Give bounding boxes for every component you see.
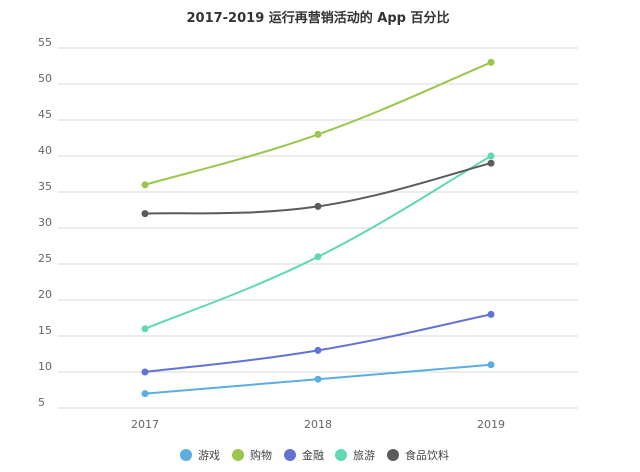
data-point — [487, 152, 495, 160]
y-tick-label: 5 — [38, 396, 45, 409]
data-point — [141, 325, 149, 333]
legend-marker — [232, 449, 244, 461]
y-tick-label: 45 — [38, 108, 52, 121]
series-2 — [141, 310, 495, 376]
y-tick-label: 20 — [38, 288, 52, 301]
series-3 — [141, 152, 495, 333]
legend-label: 旅游 — [353, 448, 375, 462]
legend-item: 游戏 — [180, 449, 220, 462]
data-point — [487, 58, 495, 66]
data-point — [314, 130, 322, 138]
grid-lines — [58, 47, 578, 409]
series-0 — [141, 361, 495, 398]
legend-item: 旅游 — [335, 448, 375, 462]
y-tick-label: 15 — [38, 324, 52, 337]
legend-label: 食品饮料 — [405, 448, 449, 462]
legend-item: 食品饮料 — [387, 448, 449, 462]
data-point — [314, 346, 322, 354]
legend-item: 购物 — [232, 448, 272, 462]
series-line — [144, 313, 492, 373]
y-tick-label: 55 — [38, 36, 52, 49]
y-tick-label: 35 — [38, 180, 52, 193]
legend-label: 购物 — [250, 448, 272, 462]
data-point — [314, 375, 322, 383]
data-point — [141, 368, 149, 376]
legend-marker — [335, 449, 347, 461]
series-line — [144, 61, 492, 186]
x-axis-ticks: 2017 2018 2019 — [131, 418, 505, 431]
data-point — [487, 361, 495, 369]
series-line — [144, 155, 492, 330]
legend-label: 金融 — [302, 448, 324, 462]
legend-marker — [180, 449, 192, 461]
data-point — [487, 310, 495, 318]
y-tick-label: 30 — [38, 216, 52, 229]
data-point — [487, 159, 495, 167]
y-tick-label: 40 — [38, 144, 52, 157]
legend-marker — [284, 449, 296, 461]
data-point — [141, 390, 149, 398]
y-axis-ticks: 5 10 15 20 25 30 35 40 45 50 55 — [38, 36, 52, 409]
legend-item: 金融 — [284, 448, 324, 462]
y-tick-label: 10 — [38, 360, 52, 373]
chart-title: 2017-2019 运行再营销活动的 App 百分比 — [186, 10, 449, 26]
y-tick-label: 50 — [38, 72, 52, 85]
data-point — [314, 202, 322, 210]
data-point — [141, 210, 149, 218]
legend-label: 游戏 — [198, 449, 220, 462]
series-1 — [141, 58, 495, 189]
series-4 — [141, 159, 495, 218]
y-tick-label: 25 — [38, 252, 52, 265]
legend: 游戏 购物 金融 旅游 食品饮料 — [180, 448, 449, 462]
data-point — [141, 181, 149, 189]
series-group — [141, 58, 495, 398]
legend-marker — [387, 449, 399, 461]
x-tick-label: 2018 — [304, 418, 332, 431]
x-tick-label: 2017 — [131, 418, 159, 431]
x-tick-label: 2019 — [477, 418, 505, 431]
data-point — [314, 253, 322, 261]
